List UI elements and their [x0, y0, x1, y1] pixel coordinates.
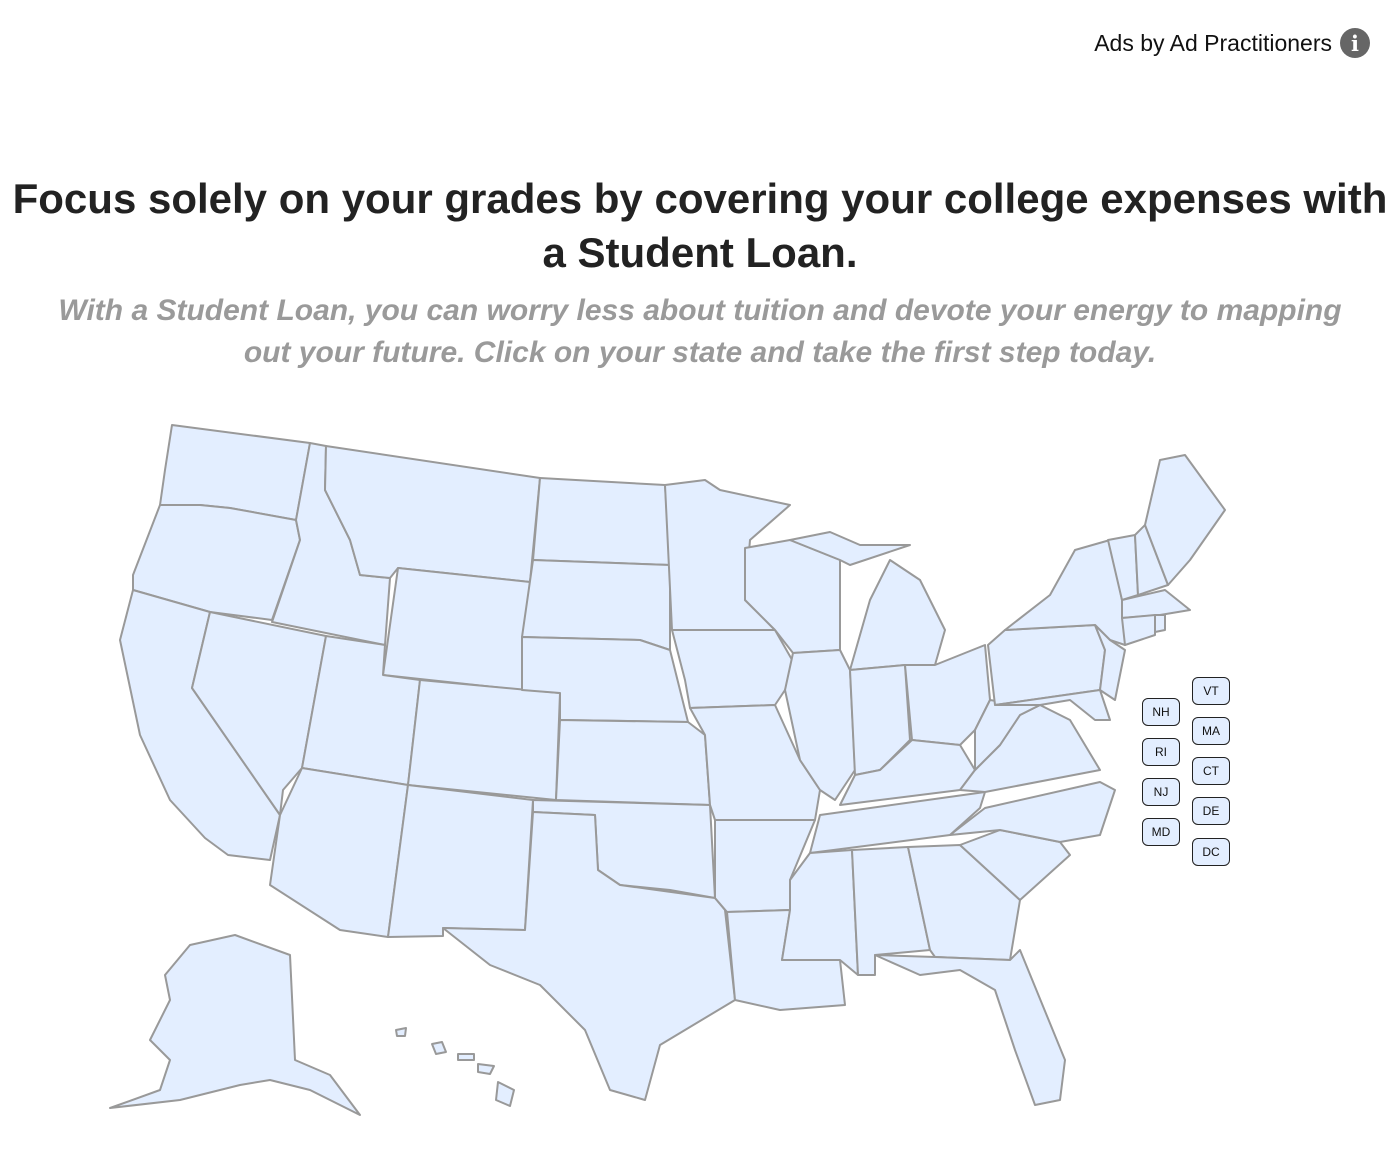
state-nd[interactable] — [532, 477, 671, 566]
state-hi-4[interactable] — [477, 1063, 495, 1075]
state-button-md[interactable]: MD — [1142, 818, 1180, 846]
state-button-de[interactable]: DE — [1192, 797, 1230, 825]
ad-label: Ads by Ad Practitioners — [1094, 29, 1332, 56]
state-button-ri[interactable]: RI — [1142, 738, 1180, 766]
state-ak[interactable] — [109, 934, 361, 1116]
state-hi-5[interactable] — [495, 1081, 515, 1107]
state-hi-2[interactable] — [431, 1041, 447, 1055]
state-nm[interactable] — [387, 784, 534, 938]
state-nc[interactable] — [949, 781, 1116, 843]
state-mt[interactable] — [324, 445, 541, 583]
state-ma[interactable] — [1121, 589, 1191, 619]
state-il[interactable] — [784, 649, 856, 801]
state-hi-3[interactable] — [457, 1053, 475, 1061]
state-mi[interactable] — [849, 559, 946, 671]
state-ri[interactable] — [1154, 614, 1166, 633]
subheadline: With a Student Loan, you can worry less … — [58, 294, 1342, 369]
ad-attribution[interactable]: Ads by Ad Practitioners i — [1094, 28, 1370, 58]
state-sc[interactable] — [959, 829, 1071, 901]
state-ia[interactable] — [671, 629, 796, 709]
state-fl[interactable] — [874, 949, 1066, 1106]
state-mi-upper[interactable] — [789, 531, 911, 566]
headline: Focus solely on your grades by covering … — [12, 175, 1388, 276]
state-ks[interactable] — [555, 719, 711, 806]
state-button-nj[interactable]: NJ — [1142, 778, 1180, 806]
state-sd[interactable] — [521, 559, 671, 651]
state-md[interactable] — [994, 689, 1111, 721]
state-button-ct[interactable]: CT — [1192, 757, 1230, 785]
state-me[interactable] — [1144, 454, 1226, 586]
info-circle-icon[interactable]: i — [1340, 28, 1370, 58]
state-tn[interactable] — [809, 791, 986, 854]
state-ct[interactable] — [1121, 614, 1156, 646]
state-button-nh[interactable]: NH — [1142, 698, 1180, 726]
state-button-dc[interactable]: DC — [1192, 838, 1230, 866]
state-ky[interactable] — [839, 739, 976, 806]
state-az[interactable] — [269, 767, 409, 938]
state-button-ma[interactable]: MA — [1192, 717, 1230, 745]
state-co[interactable] — [407, 679, 561, 801]
state-hi-1[interactable] — [395, 1027, 407, 1037]
state-nj[interactable] — [1094, 624, 1126, 701]
state-tx[interactable] — [442, 811, 736, 1101]
state-button-vt[interactable]: VT — [1192, 677, 1230, 705]
state-wy[interactable] — [382, 567, 531, 691]
